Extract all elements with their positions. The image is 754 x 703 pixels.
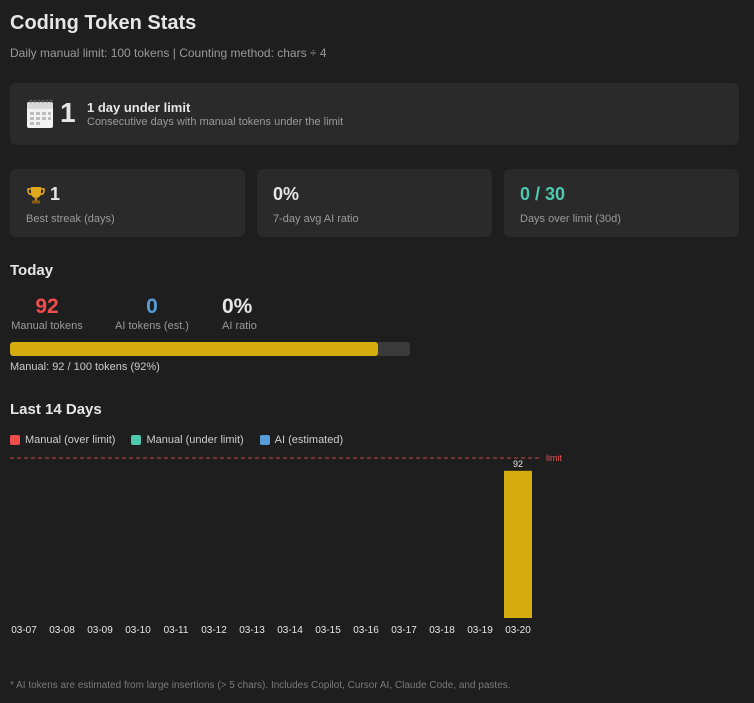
current-streak-card: 1 1 day under limit Consecutive days wit… [10, 83, 739, 145]
legend-item-manual-under: Manual (under limit) [131, 434, 244, 446]
today-ai-ratio: 0% AI ratio [222, 295, 258, 333]
current-streak-value: 1 [60, 97, 76, 128]
days-over-limit-card: 0 / 30 Days over limit (30d) [504, 169, 739, 237]
calendar-icon [27, 99, 53, 128]
today-ai-tokens: 0 AI tokens (est.) [113, 295, 191, 333]
best-streak-value: 1 [50, 184, 61, 204]
manual-progress-bar [10, 342, 410, 356]
x-tick-label: 03-18 [429, 625, 455, 636]
manual-progress-fill [10, 342, 378, 356]
legend-label: AI (estimated) [274, 434, 344, 446]
chart-legend: Manual (over limit) Manual (under limit)… [10, 434, 343, 446]
chart-bar [504, 470, 532, 618]
manual-tokens-value: 92 [35, 295, 59, 318]
ai-tokens-label: AI tokens (est.) [115, 320, 189, 332]
today-manual-tokens: 92 Manual tokens [10, 295, 84, 333]
x-tick-label: 03-16 [353, 625, 379, 636]
x-tick-label: 03-12 [201, 625, 227, 636]
x-tick-label: 03-07 [11, 625, 37, 636]
today-heading: Today [10, 262, 54, 279]
legend-label: Manual (under limit) [146, 434, 244, 446]
legend-swatch [259, 435, 270, 445]
x-tick-label: 03-17 [391, 625, 417, 636]
ai-ratio-label: AI ratio [222, 320, 257, 332]
avg-ai-ratio-value: 0% [273, 184, 300, 204]
x-tick-label: 03-19 [467, 625, 493, 636]
best-streak-label: Best streak (days) [26, 213, 115, 225]
page-subtitle: Daily manual limit: 100 tokens | Countin… [10, 46, 327, 60]
best-streak-card: 1 Best streak (days) [10, 169, 245, 237]
x-tick-label: 03-08 [49, 625, 75, 636]
footnote: * AI tokens are estimated from large ins… [10, 680, 511, 691]
ai-tokens-value: 0 [146, 295, 158, 318]
manual-progress-text: Manual: 92 / 100 tokens (92%) [10, 361, 160, 373]
trophy-icon [27, 186, 45, 203]
last-14-days-chart: limit 03-07 03-08 03-09 03-10 03-11 03-12 03-13… [10, 453, 562, 636]
bar-data-label: 92 [513, 459, 523, 469]
ai-ratio-value: 0% [222, 295, 253, 318]
x-tick-label: 03-10 [125, 625, 151, 636]
x-tick-label: 03-14 [277, 625, 303, 636]
history-heading: Last 14 Days [10, 401, 102, 418]
legend-swatch [131, 435, 142, 445]
legend-label: Manual (over limit) [25, 434, 116, 446]
legend-item-manual-over: Manual (over limit) [10, 434, 115, 446]
x-tick-label: 03-20 [505, 625, 531, 636]
x-tick-label: 03-15 [315, 625, 341, 636]
limit-label: limit [546, 453, 562, 463]
avg-ai-ratio-card: 0% 7-day avg AI ratio [257, 169, 492, 237]
x-tick-label: 03-11 [164, 625, 189, 636]
x-tick-label: 03-09 [87, 625, 113, 636]
current-streak-title: 1 day under limit [87, 100, 191, 115]
manual-tokens-label: Manual tokens [11, 320, 83, 332]
avg-ai-ratio-label: 7-day avg AI ratio [273, 213, 359, 225]
days-over-limit-value: 0 / 30 [520, 184, 566, 204]
days-over-limit-label: Days over limit (30d) [520, 213, 621, 225]
page-title: Coding Token Stats [10, 12, 197, 34]
legend-swatch [10, 435, 20, 445]
legend-item-ai: AI (estimated) [259, 434, 344, 446]
current-streak-description: Consecutive days with manual tokens unde… [87, 116, 344, 128]
x-tick-label: 03-13 [239, 625, 265, 636]
